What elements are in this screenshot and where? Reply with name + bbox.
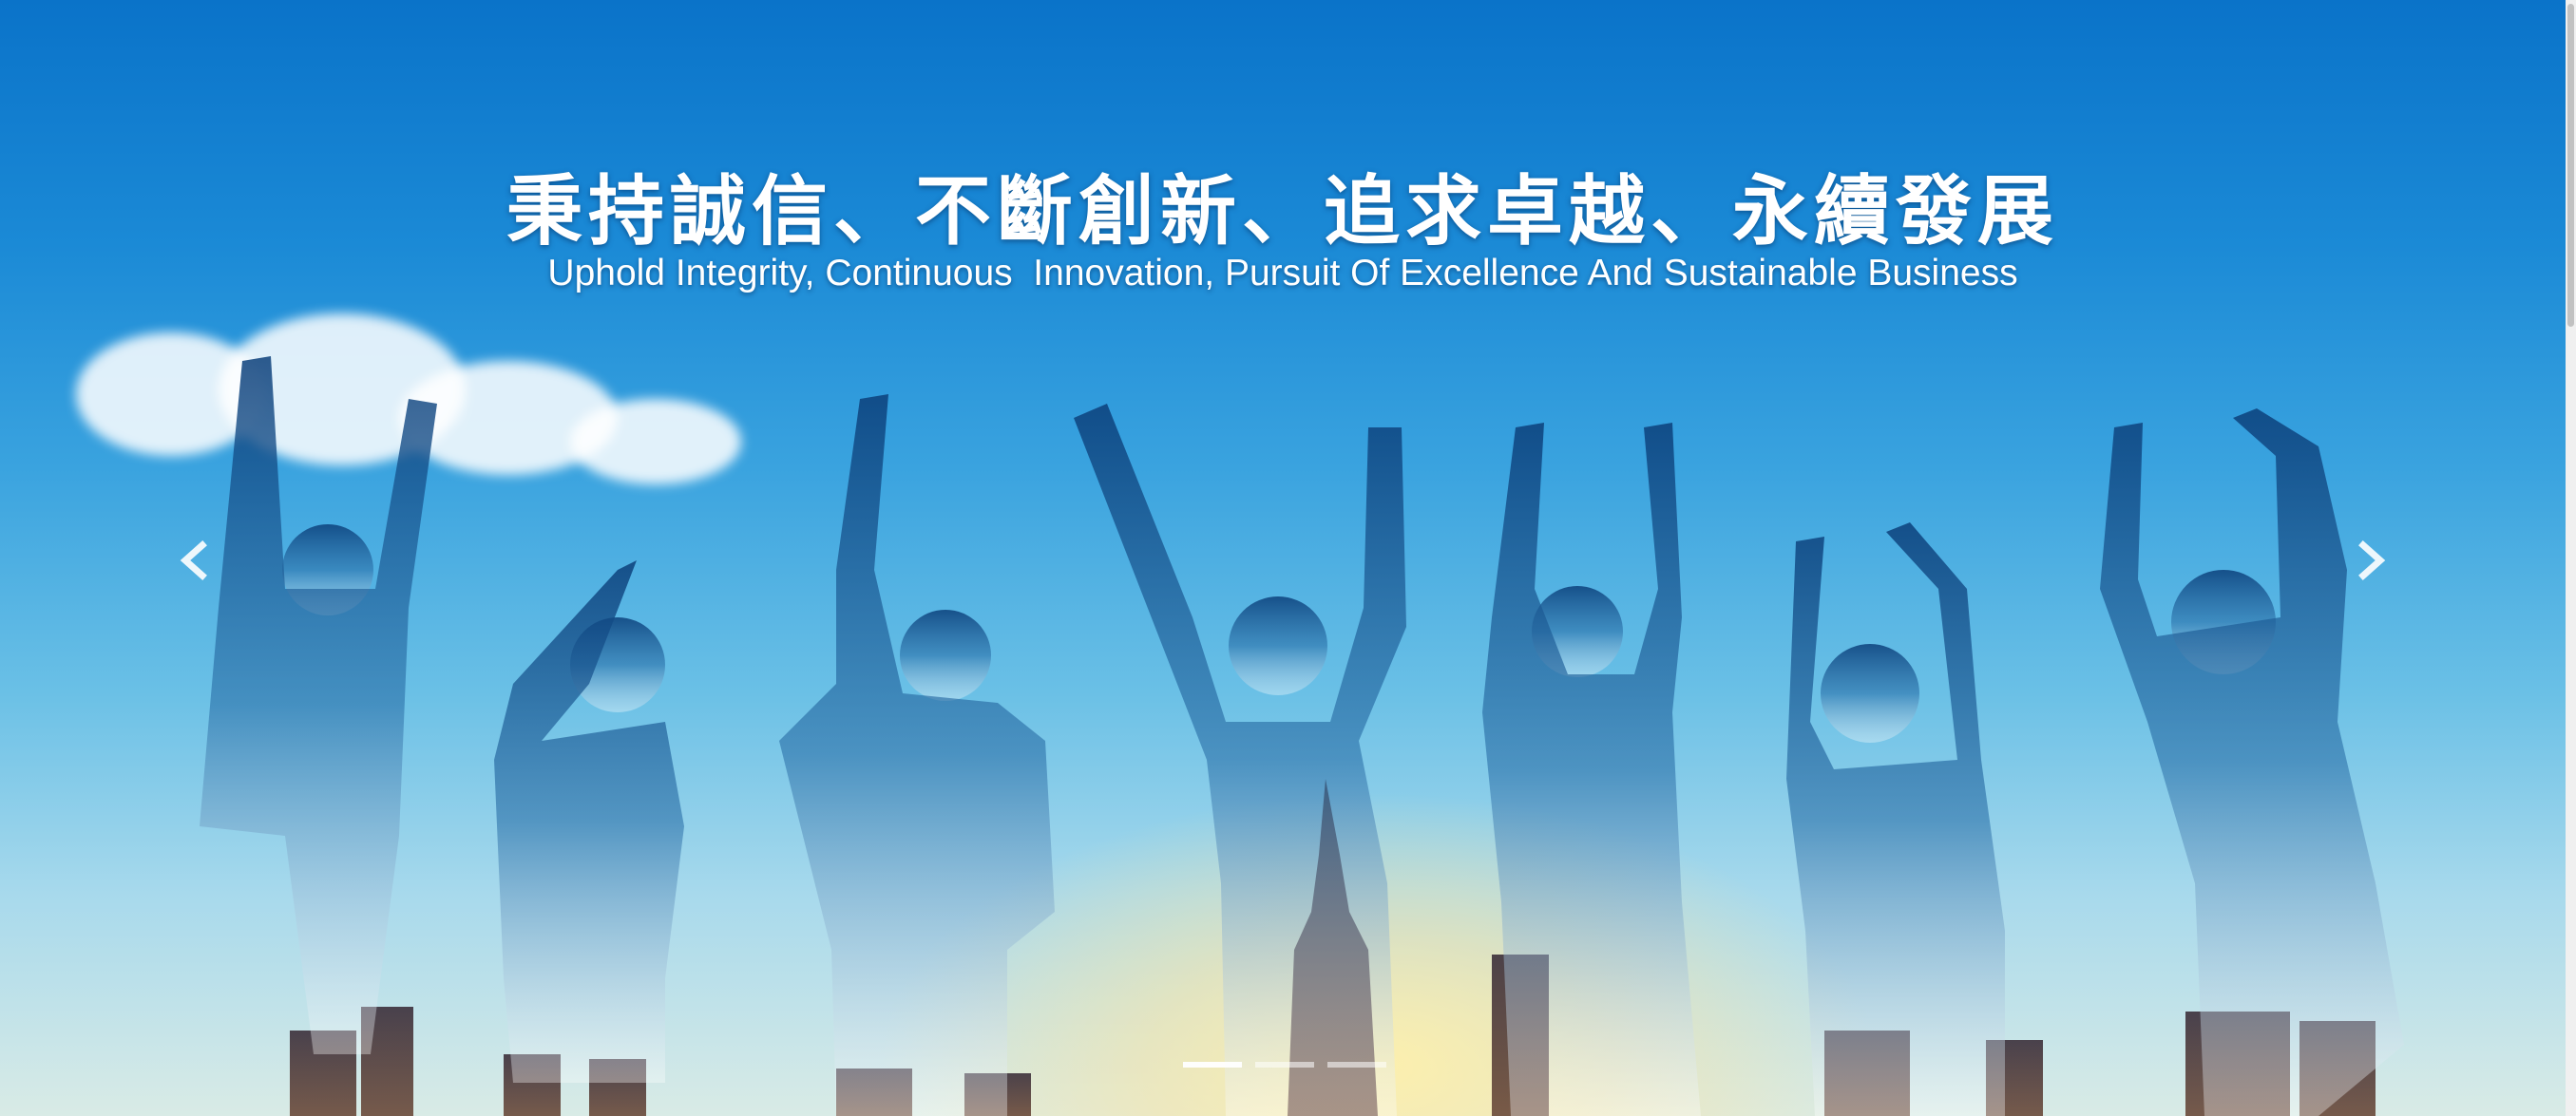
- carousel-indicator[interactable]: [1327, 1062, 1386, 1068]
- scrollbar-thumb[interactable]: [2567, 4, 2574, 327]
- person-silhouette: [1482, 423, 1701, 1116]
- headline-chinese: 秉持誠信、不斷創新、追求卓越、永續發展: [506, 167, 2059, 255]
- carousel-indicator[interactable]: [1183, 1062, 1242, 1068]
- person-silhouette: [2100, 408, 2404, 1116]
- page-scrollbar[interactable]: [2566, 0, 2576, 1116]
- person-silhouette: [1074, 404, 1406, 1116]
- person-silhouette: [494, 560, 684, 1083]
- chevron-left-icon: [180, 540, 207, 580]
- person-silhouette: [1786, 522, 2005, 1116]
- person-silhouette: [200, 356, 437, 1054]
- chevron-right-icon: [2358, 540, 2386, 580]
- person-silhouette: [779, 394, 1055, 1116]
- carousel-indicators: [1183, 1062, 1386, 1068]
- headline-english: Uphold Integrity, Continuous Innovation,…: [547, 253, 2018, 293]
- carousel-prev-button[interactable]: [166, 532, 223, 589]
- carousel-indicator[interactable]: [1255, 1062, 1314, 1068]
- cloud-decoration: [570, 399, 741, 484]
- carousel-next-button[interactable]: [2342, 532, 2399, 589]
